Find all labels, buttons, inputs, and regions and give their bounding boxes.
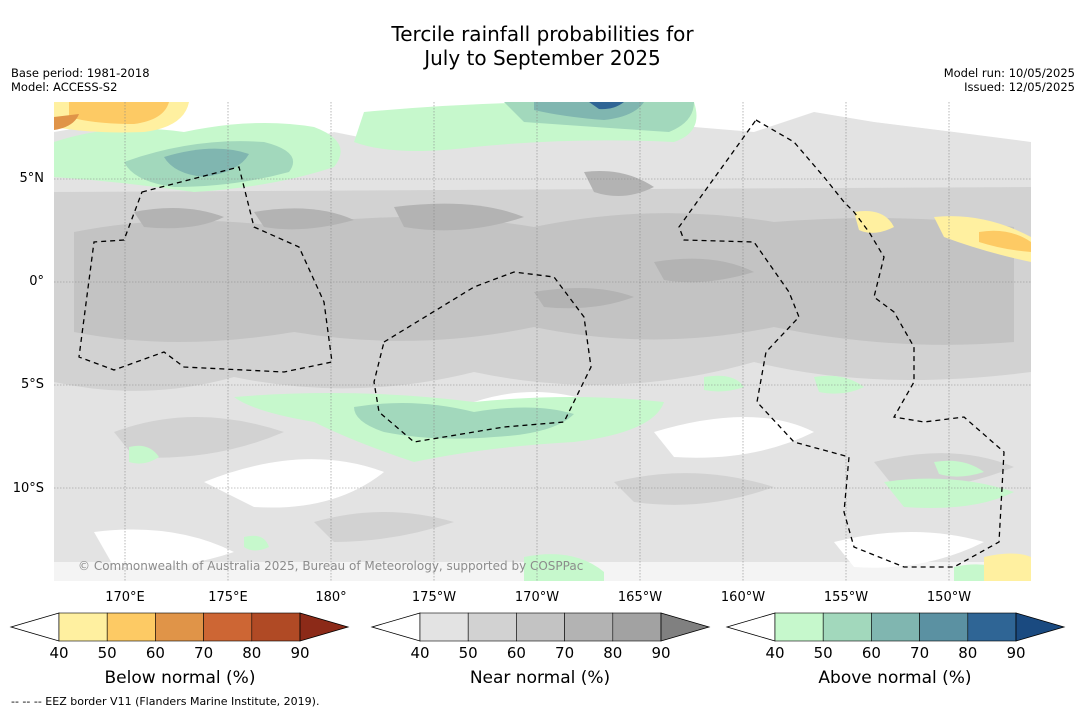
colorbar-segment xyxy=(58,612,108,642)
lat-label-10s: 10°S xyxy=(12,481,44,496)
colorbar-tick-label: 70 xyxy=(555,644,575,662)
lat-label-5n: 5°N xyxy=(19,171,45,186)
credit-text: © Commonwealth of Australia 2025, Bureau… xyxy=(78,559,583,573)
meta-right: Model run: 10/05/2025 Issued: 12/05/2025 xyxy=(944,66,1075,94)
lon-label-170w: 170°W xyxy=(514,590,560,605)
colorbar-segment xyxy=(774,612,824,642)
lon-label-160w: 160°W xyxy=(720,590,766,605)
colorbar-label-above: Above normal (%) xyxy=(818,668,972,688)
colorbar-tick-label: 50 xyxy=(458,644,478,662)
above-normal-70-regions xyxy=(164,102,644,177)
colorbar-segment xyxy=(822,612,872,642)
colorbar-segment xyxy=(612,612,662,642)
colorbar-tick-label: 50 xyxy=(97,644,117,662)
below-normal-60-regions xyxy=(54,114,79,130)
lat-label-5s: 5°S xyxy=(20,377,44,392)
colorbar-left-arrow xyxy=(725,612,776,642)
colorbar-segment xyxy=(419,612,469,642)
colorbar-segment xyxy=(919,612,969,642)
lon-label-155w: 155°W xyxy=(823,590,869,605)
model-run: Model run: 10/05/2025 xyxy=(943,66,1075,80)
lon-label-175e: 175°E xyxy=(208,590,248,605)
eez-footnote: -- -- -- EEZ border V11 (Flanders Marine… xyxy=(11,695,320,708)
colorbar-right-arrow xyxy=(299,612,350,642)
colorbar-tick-label: 90 xyxy=(651,644,671,662)
colorbar-segment xyxy=(516,612,565,642)
colorbar-label-near: Near normal (%) xyxy=(469,668,611,688)
colorbar-segment xyxy=(564,612,614,642)
colorbar-left-arrow xyxy=(370,612,421,642)
lon-label-175w: 175°W xyxy=(411,590,457,605)
colorbars xyxy=(9,612,1066,642)
colorbar-tick-label: 60 xyxy=(145,644,165,662)
colorbar-below-normal xyxy=(9,612,350,642)
meta-left: Base period: 1981-2018 Model: ACCESS-S2 xyxy=(11,66,150,94)
map-title: Tercile rainfall probabilities for July … xyxy=(0,22,1085,70)
colorbar-tick-label: 70 xyxy=(910,644,930,662)
colorbar-near-normal xyxy=(370,612,711,642)
title-line-2: July to September 2025 xyxy=(424,46,661,70)
title-line-1: Tercile rainfall probabilities for xyxy=(391,22,694,46)
lat-label-0: 0° xyxy=(29,274,44,289)
colorbar-above-normal xyxy=(725,612,1066,642)
colorbar-tick-label: 80 xyxy=(242,644,262,662)
colorbar-tick-label: 70 xyxy=(194,644,214,662)
rainfall-probability-map: © Commonwealth of Australia 2025, Bureau… xyxy=(54,102,1031,581)
lon-label-150w: 150°W xyxy=(926,590,972,605)
below-normal-50-regions xyxy=(69,102,1031,252)
near-normal-70-regions xyxy=(134,171,754,309)
colorbar-segment xyxy=(106,612,156,642)
colorbar-tick-label: 90 xyxy=(1006,644,1026,662)
colorbar-segment xyxy=(871,612,920,642)
colorbar-tick-label: 80 xyxy=(958,644,978,662)
issued-date: Issued: 12/05/2025 xyxy=(964,80,1075,94)
colorbar-right-arrow xyxy=(1015,612,1066,642)
lon-label-165w: 165°W xyxy=(617,590,663,605)
colorbar-tick-label: 60 xyxy=(861,644,881,662)
colorbar-segment xyxy=(251,612,301,642)
colorbar-label-below: Below normal (%) xyxy=(104,668,256,688)
colorbar-tick-label: 50 xyxy=(813,644,833,662)
model-name: Model: ACCESS-S2 xyxy=(11,80,118,94)
colorbar-tick-label: 40 xyxy=(765,644,785,662)
colorbar-segment xyxy=(967,612,1017,642)
gridlines xyxy=(54,102,1031,581)
lon-label-170e: 170°E xyxy=(105,590,145,605)
colorbar-tick-label: 90 xyxy=(290,644,310,662)
colorbar-segment xyxy=(203,612,253,642)
base-period: Base period: 1981-2018 xyxy=(11,66,150,80)
colorbar-right-arrow xyxy=(660,612,711,642)
colorbar-tick-label: 80 xyxy=(603,644,623,662)
colorbar-segment xyxy=(467,612,517,642)
colorbar-left-arrow xyxy=(9,612,60,642)
colorbar-tick-label: 40 xyxy=(49,644,69,662)
colorbar-tick-label: 60 xyxy=(506,644,526,662)
lon-label-180: 180° xyxy=(315,590,347,605)
colorbar-tick-label: 40 xyxy=(410,644,430,662)
above-normal-80-regions xyxy=(589,102,624,110)
eez-borders xyxy=(78,119,1005,568)
colorbar-segment xyxy=(155,612,204,642)
